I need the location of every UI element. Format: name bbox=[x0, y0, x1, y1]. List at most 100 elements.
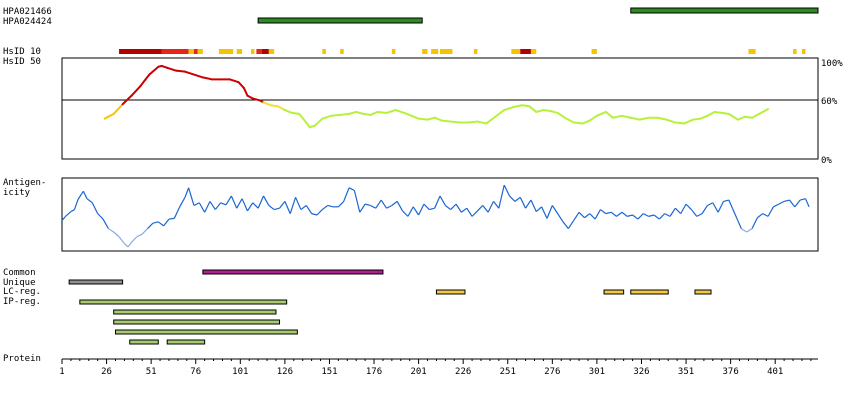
hsid50-point bbox=[251, 97, 261, 102]
antigenicity-point bbox=[327, 204, 334, 208]
hsid50-point bbox=[604, 110, 614, 119]
antigenicity-point bbox=[241, 198, 248, 212]
hsid50-point bbox=[410, 114, 420, 120]
antigenicity-point bbox=[567, 220, 575, 229]
antigenicity-point bbox=[214, 202, 222, 210]
antigenicity-point bbox=[131, 236, 138, 243]
hsid10-segment bbox=[256, 49, 262, 54]
antigenicity-point bbox=[642, 213, 649, 217]
antigenicity-point bbox=[493, 201, 500, 209]
antigenicity-point bbox=[514, 196, 521, 202]
antigenicity-point bbox=[279, 201, 286, 209]
antigenicity-point bbox=[600, 209, 607, 215]
hsid50-point bbox=[166, 66, 178, 72]
antigenicity-point bbox=[525, 199, 532, 209]
antigenicity-point bbox=[246, 202, 254, 212]
antigenicity-point bbox=[230, 195, 238, 209]
hsid10-segment bbox=[193, 49, 198, 54]
hsid10-segment bbox=[251, 49, 255, 54]
antigenicity-point bbox=[418, 203, 425, 216]
hsid50-point bbox=[298, 112, 308, 124]
antigenicity-point bbox=[794, 199, 801, 208]
hsid10-segment bbox=[322, 49, 326, 54]
hsid50-point bbox=[276, 105, 286, 112]
hsid10-segment bbox=[236, 49, 243, 54]
antigenicity-point bbox=[621, 211, 628, 217]
hsid50-ytick-100: 100% bbox=[821, 59, 843, 69]
antigenicity-point bbox=[589, 213, 596, 220]
antigenicity-point bbox=[305, 205, 313, 214]
antibody-label-2: HPA024424 bbox=[3, 17, 52, 27]
antigenicity-point bbox=[316, 209, 323, 216]
lc-reg-region bbox=[694, 289, 712, 295]
antigenicity-point bbox=[225, 195, 232, 206]
hsid50-point bbox=[485, 115, 497, 125]
hsid50-point bbox=[112, 103, 124, 115]
hsid50-point bbox=[355, 110, 365, 115]
hsid50-point bbox=[572, 121, 584, 125]
antigenicity-point bbox=[364, 203, 371, 207]
hsid10-segment bbox=[793, 49, 797, 54]
antigenicity-point bbox=[664, 213, 671, 217]
antigenicity-point bbox=[396, 201, 404, 212]
antigenicity-point bbox=[123, 243, 129, 248]
antigenicity-point bbox=[118, 236, 125, 244]
axis-tick-label: 126 bbox=[277, 367, 293, 377]
hsid50-point bbox=[385, 109, 397, 114]
hsid50-point bbox=[467, 120, 479, 124]
antigenicity-point bbox=[562, 221, 569, 229]
antigenicity-point bbox=[616, 211, 623, 217]
antigenicity-point bbox=[717, 201, 725, 213]
hsid50-point bbox=[394, 109, 406, 114]
axis-tick-label: 26 bbox=[101, 367, 112, 377]
hsid50-series bbox=[103, 64, 770, 129]
antigenicity-point bbox=[168, 217, 175, 220]
hsid50-point bbox=[440, 119, 452, 123]
hsid10-segment bbox=[161, 49, 189, 54]
antigenicity-point bbox=[61, 215, 67, 221]
antigenicity-point bbox=[370, 204, 377, 209]
antigenicity-point bbox=[173, 206, 181, 219]
antigenicity-point bbox=[102, 218, 109, 229]
axis-tick-label: 401 bbox=[767, 367, 783, 377]
axis-tick-label: 101 bbox=[232, 367, 248, 377]
antigenicity-point bbox=[557, 213, 564, 223]
axis-tick-label: 76 bbox=[190, 367, 201, 377]
hsid50-point bbox=[692, 117, 702, 121]
antigenicity-point bbox=[530, 199, 537, 212]
ip-reg-region bbox=[79, 299, 288, 305]
hsid50-point bbox=[369, 110, 379, 116]
antigenicity-point bbox=[731, 207, 739, 221]
hsid50-point bbox=[638, 116, 650, 121]
antigenicity-point bbox=[751, 217, 758, 229]
ip-reg-region bbox=[114, 329, 298, 335]
antigenicity-point bbox=[455, 203, 462, 213]
antigenicity-point bbox=[289, 197, 297, 214]
hsid50-point bbox=[542, 109, 552, 112]
hsid50-label: HsID 50 bbox=[3, 57, 41, 67]
hsid50-point bbox=[228, 78, 240, 84]
axis-tick-label: 251 bbox=[500, 367, 516, 377]
antigenicity-point bbox=[712, 202, 719, 213]
hsid50-point bbox=[699, 114, 709, 120]
hsid50-point bbox=[588, 114, 598, 122]
antigenicity-point bbox=[343, 187, 350, 202]
antigenicity-point bbox=[487, 201, 495, 213]
hsid50-point bbox=[262, 101, 272, 107]
antigenicity-point bbox=[262, 195, 270, 206]
antigenicity-point bbox=[386, 204, 393, 209]
hsid10-segment bbox=[188, 49, 194, 54]
axis-tick-label: 326 bbox=[633, 367, 649, 377]
hsid50-point bbox=[348, 110, 358, 115]
antigenicity-point bbox=[789, 199, 796, 208]
protein-axis-ticks: 1 26 51 76 101 126 151 176 201 226 251 276 301 326 351… bbox=[59, 359, 812, 377]
antigenicity-point bbox=[274, 207, 280, 211]
antigenicity-point bbox=[610, 211, 617, 217]
hsid50-ytick-60: 60% bbox=[821, 97, 838, 107]
antigenicity-point bbox=[594, 209, 601, 220]
ip-reg-region bbox=[113, 309, 277, 315]
axis-tick-label: 376 bbox=[722, 367, 738, 377]
antigenicity-point bbox=[434, 195, 441, 209]
hsid50-point bbox=[494, 109, 506, 118]
